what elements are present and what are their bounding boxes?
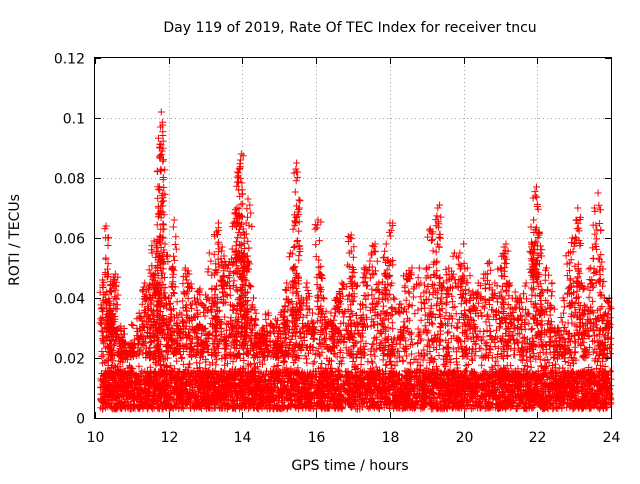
- y-tick-label: 0.04: [54, 292, 85, 308]
- x-axis-title: GPS time / hours: [291, 458, 408, 474]
- y-tick-label: 0: [76, 412, 85, 428]
- y-tick-label: 0.06: [54, 232, 85, 248]
- y-tick-labels: 0 0.02 0.04 0.06 0.08 0.1 0.12: [54, 52, 85, 428]
- roti-markers: [96, 108, 615, 413]
- data-points-layer: [96, 108, 615, 413]
- y-tick-label: 0.12: [54, 52, 85, 68]
- x-tick-label: 24: [603, 430, 621, 446]
- plot-frame: [94, 57, 612, 419]
- ticks-layer: [95, 58, 612, 419]
- x-tick-label: 22: [529, 430, 547, 446]
- chart-title: Day 119 of 2019, Rate Of TEC Index for r…: [163, 20, 536, 36]
- x-tick-label: 12: [161, 430, 179, 446]
- x-tick-label: 10: [87, 430, 105, 446]
- x-tick-label: 18: [382, 430, 400, 446]
- y-tick-label: 0.1: [63, 112, 85, 128]
- y-axis-title: ROTI / TECUs: [7, 194, 23, 286]
- x-tick-label: 14: [234, 430, 252, 446]
- x-tick-label: 20: [456, 430, 474, 446]
- y-tick-label: 0.08: [54, 172, 85, 188]
- x-tick-labels: 10 12 14 16 18 20 22 24: [87, 430, 621, 446]
- x-tick-label: 16: [308, 430, 326, 446]
- y-tick-label: 0.02: [54, 352, 85, 368]
